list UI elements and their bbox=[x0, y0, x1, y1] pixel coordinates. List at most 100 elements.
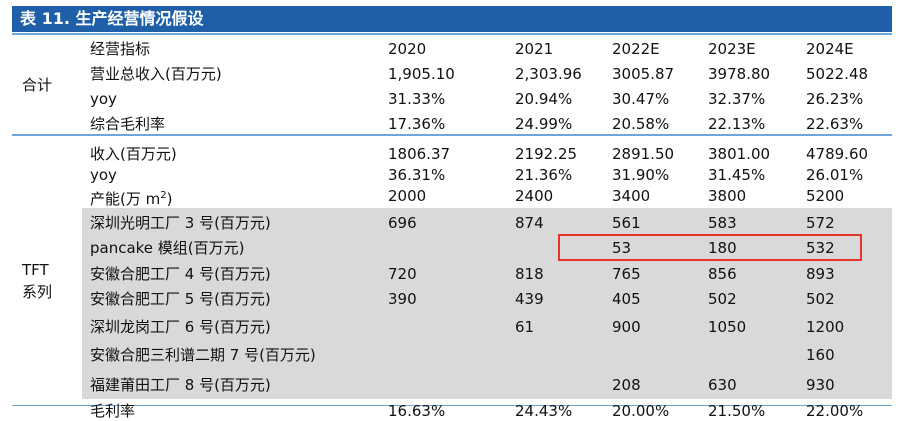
row-label: 综合毛利率 bbox=[90, 115, 165, 133]
table-cell: 583 bbox=[708, 214, 737, 232]
table-cell: 1200 bbox=[806, 318, 845, 336]
row-label: 深圳龙岗工厂 6 号(百万元) bbox=[90, 318, 271, 336]
table-cell: 208 bbox=[612, 376, 641, 394]
row-label: 毛利率 bbox=[90, 402, 135, 420]
row-label: pancake 模组(百万元) bbox=[90, 239, 245, 257]
table-cell: 572 bbox=[806, 214, 835, 232]
table-cell: 22.63% bbox=[806, 115, 864, 133]
group-label-tft-sub: 系列 bbox=[22, 283, 53, 301]
table-cell: 20.58% bbox=[612, 115, 670, 133]
table-cell: 893 bbox=[806, 265, 835, 283]
table-cell: 2000 bbox=[388, 187, 427, 205]
table-cell: 21.50% bbox=[708, 402, 766, 420]
row-label: 福建莆田工厂 8 号(百万元) bbox=[90, 376, 271, 394]
table-cell: 900 bbox=[612, 318, 641, 336]
row-label-text: 福建莆田工厂 8 号(百万元) bbox=[90, 376, 271, 394]
table-cell: 32.37% bbox=[708, 90, 766, 108]
table-cell: 31.33% bbox=[388, 90, 446, 108]
table-cell: 21.36% bbox=[515, 166, 573, 184]
row-label-text: 毛利率 bbox=[90, 402, 136, 420]
column-header-label: 经营指标 bbox=[90, 40, 151, 58]
table-cell: 439 bbox=[515, 290, 544, 308]
highlight-box bbox=[558, 234, 862, 261]
table-cell: 5200 bbox=[806, 187, 845, 205]
table-cell: 2891.50 bbox=[612, 145, 675, 163]
row-label-tail: ) bbox=[166, 190, 173, 208]
table-cell: 53 bbox=[612, 239, 632, 257]
table-cell: 3801.00 bbox=[708, 145, 771, 163]
column-header-year: 2021 bbox=[515, 40, 554, 58]
row-label-text: 安徽合肥工厂 5 号(百万元) bbox=[90, 290, 271, 308]
row-label-text: yoy bbox=[90, 166, 117, 184]
row-label-text: 安徽合肥工厂 4 号(百万元) bbox=[90, 265, 271, 283]
row-label: yoy bbox=[90, 166, 117, 184]
column-header-year: 2023E bbox=[708, 40, 756, 58]
row-label-text: pancake 模组(百万元) bbox=[90, 239, 245, 257]
table-cell: 502 bbox=[708, 290, 737, 308]
table-cell: 532 bbox=[806, 239, 835, 257]
row-label: 安徽合肥工厂 4 号(百万元) bbox=[90, 265, 271, 283]
row-label-text: 深圳龙岗工厂 6 号(百万元) bbox=[90, 318, 271, 336]
table-cell: 3978.80 bbox=[708, 65, 771, 83]
table-cell: 2,303.96 bbox=[515, 65, 582, 83]
column-header-year: 2022E bbox=[612, 40, 660, 58]
table-cell: 696 bbox=[388, 214, 417, 232]
row-label: 深圳光明工厂 3 号(百万元) bbox=[90, 214, 271, 232]
row-label-text: 深圳光明工厂 3 号(百万元) bbox=[90, 214, 271, 232]
table-cell: 5022.48 bbox=[806, 65, 869, 83]
table-cell: 20.00% bbox=[612, 402, 670, 420]
table-cell: 30.47% bbox=[612, 90, 670, 108]
table-cell: 1806.37 bbox=[388, 145, 451, 163]
divider bbox=[12, 134, 892, 136]
table-cell: 405 bbox=[612, 290, 641, 308]
table-cell: 2192.25 bbox=[515, 145, 578, 163]
table-cell: 390 bbox=[388, 290, 417, 308]
table-cell: 61 bbox=[515, 318, 535, 336]
column-header-year: 2024E bbox=[806, 40, 854, 58]
table-cell: 17.36% bbox=[388, 115, 446, 133]
table-cell: 3005.87 bbox=[612, 65, 675, 83]
table-cell: 24.43% bbox=[515, 402, 573, 420]
table-cell: 31.90% bbox=[612, 166, 670, 184]
table-cell: 856 bbox=[708, 265, 737, 283]
table-cell: 22.00% bbox=[806, 402, 864, 420]
row-label-text: yoy bbox=[90, 90, 117, 108]
table-cell: 818 bbox=[515, 265, 544, 283]
column-header-year: 2020 bbox=[388, 40, 427, 58]
row-label: 产能(万 m2) bbox=[90, 187, 172, 208]
table-cell: 502 bbox=[806, 290, 835, 308]
row-label: 安徽合肥三利谱二期 7 号(百万元) bbox=[90, 346, 316, 364]
row-label-text: 收入(百万元) bbox=[90, 145, 177, 163]
table-cell: 3800 bbox=[708, 187, 747, 205]
highlight-band bbox=[82, 208, 892, 399]
table-cell: 930 bbox=[806, 376, 835, 394]
table-cell: 1050 bbox=[708, 318, 747, 336]
row-label-text: 安徽合肥三利谱二期 7 号(百万元) bbox=[90, 346, 316, 364]
group-label-total: 合计 bbox=[22, 76, 53, 94]
row-label: 安徽合肥工厂 5 号(百万元) bbox=[90, 290, 271, 308]
table-cell: 160 bbox=[806, 346, 835, 364]
table-cell: 630 bbox=[708, 376, 737, 394]
group-label-tft: TFT bbox=[22, 261, 49, 279]
table-cell: 36.31% bbox=[388, 166, 446, 184]
superscript: 2 bbox=[160, 190, 167, 201]
table-cell: 2400 bbox=[515, 187, 554, 205]
table-cell: 4789.60 bbox=[806, 145, 869, 163]
table-cell: 765 bbox=[612, 265, 641, 283]
table-cell: 1,905.10 bbox=[388, 65, 455, 83]
table-cell: 20.94% bbox=[515, 90, 573, 108]
table-cell: 720 bbox=[388, 265, 417, 283]
divider bbox=[12, 405, 892, 406]
table-cell: 26.23% bbox=[806, 90, 864, 108]
row-label-text: 综合毛利率 bbox=[90, 115, 166, 133]
table-cell: 31.45% bbox=[708, 166, 766, 184]
row-label: 收入(百万元) bbox=[90, 145, 177, 163]
table-title: 表 11. 生产经营情况假设 bbox=[12, 6, 892, 32]
row-label: yoy bbox=[90, 90, 117, 108]
table-cell: 561 bbox=[612, 214, 641, 232]
table-cell: 22.13% bbox=[708, 115, 766, 133]
table-cell: 874 bbox=[515, 214, 544, 232]
table-cell: 26.01% bbox=[806, 166, 864, 184]
divider bbox=[12, 33, 892, 35]
row-label: 营业总收入(百万元) bbox=[90, 65, 222, 83]
